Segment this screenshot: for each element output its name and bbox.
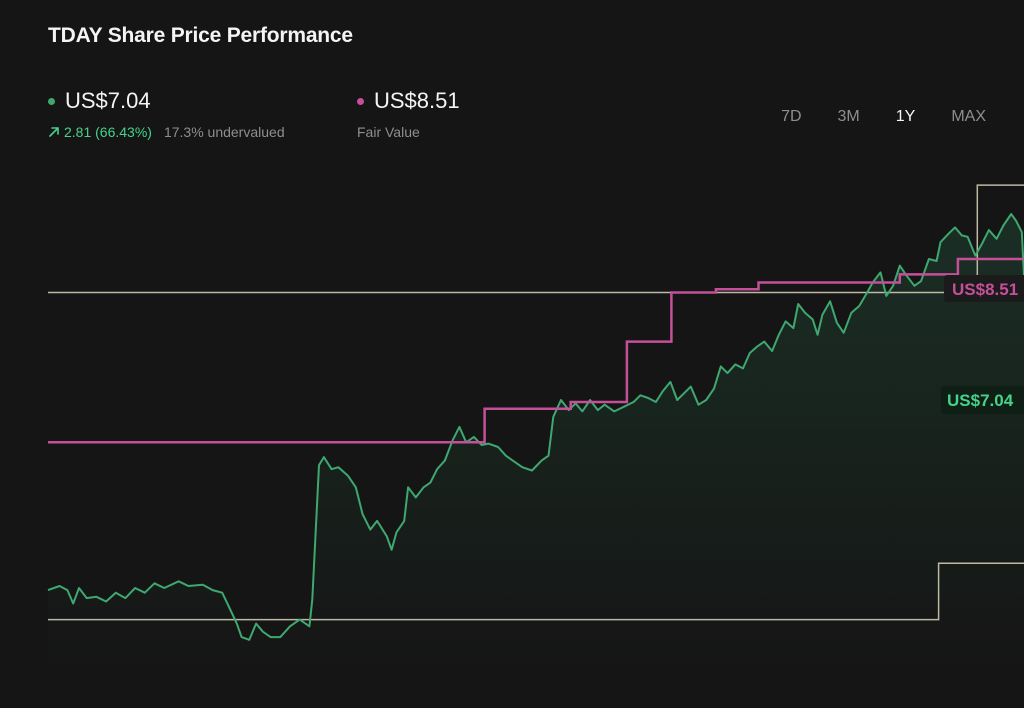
price-area — [48, 214, 1024, 672]
fair-value-line — [48, 257, 1024, 444]
valuation-band-upper-line — [48, 184, 1024, 294]
valuation-note: 17.3% undervalued — [163, 124, 285, 140]
price-end-label-text: US$7.04 — [947, 391, 1014, 410]
price-line — [47, 213, 1024, 641]
fair-value-value: US$8.51 — [374, 88, 460, 113]
price-dot-icon — [48, 97, 55, 105]
tab-max[interactable]: MAX — [951, 108, 986, 125]
fair-value-end-label-text: US$8.51 — [952, 280, 1018, 299]
fair-value-end-label: US$8.51 — [944, 275, 1024, 302]
valuation-band-lower-line — [48, 562, 1024, 621]
price-legend: US$7.04 2.81 (66.43%) 17.3% undervalued — [48, 88, 285, 140]
fair-value-dot-icon — [357, 97, 364, 105]
tab-3m[interactable]: 3M — [837, 108, 860, 125]
tab-7d[interactable]: 7D — [781, 108, 802, 125]
chart-title: TDAY Share Price Performance — [48, 24, 353, 47]
price-change: 2.81 (66.43%) — [48, 124, 152, 140]
fair-value-label: Fair Value — [357, 124, 420, 140]
arrow-up-right-icon — [49, 127, 59, 137]
price-change-value: 2.81 (66.43%) — [64, 124, 152, 140]
price-end-label: US$7.04 — [941, 386, 1024, 414]
price-value: US$7.04 — [65, 88, 151, 113]
fair-value-legend: US$8.51 Fair Value — [357, 88, 460, 140]
range-tabs: 7D 3M 1Y MAX — [763, 108, 1004, 126]
tab-1y[interactable]: 1Y — [895, 108, 916, 125]
